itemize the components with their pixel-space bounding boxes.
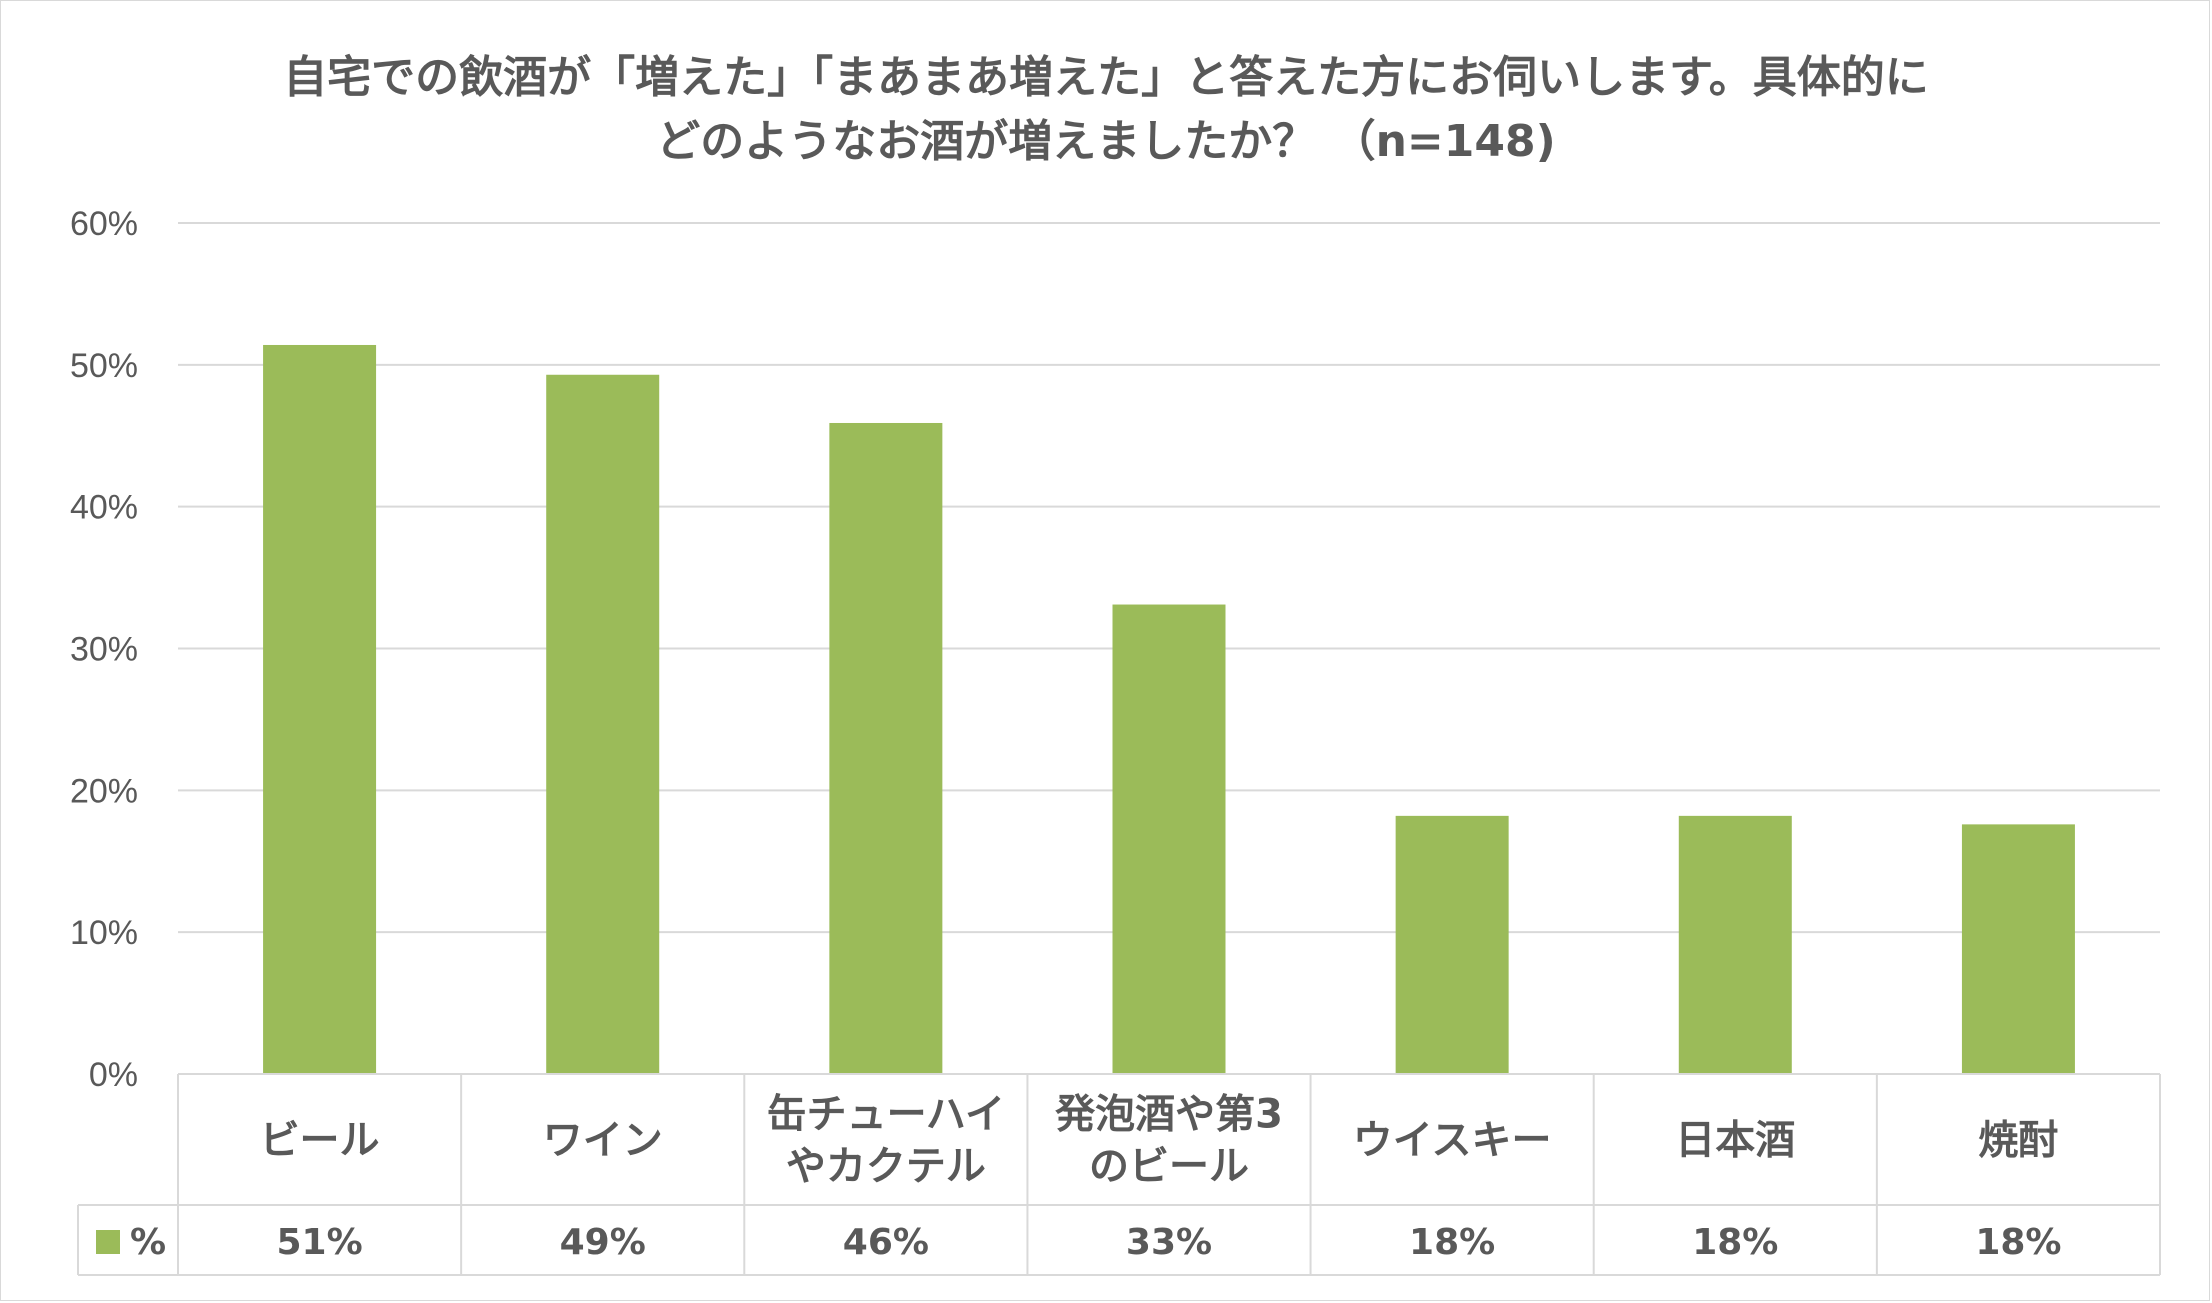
category-label: やカクテル bbox=[786, 1144, 986, 1190]
data-label: 18% bbox=[1409, 1222, 1495, 1263]
y-tick-label: 50% bbox=[70, 347, 138, 385]
y-tick-label: 40% bbox=[70, 489, 138, 527]
bar bbox=[1961, 824, 2075, 1074]
bar bbox=[546, 374, 660, 1074]
data-label: 46% bbox=[843, 1222, 929, 1263]
category-label: 日本酒 bbox=[1675, 1118, 1795, 1164]
category-label: のビール bbox=[1089, 1144, 1249, 1190]
y-tick-label: 0% bbox=[89, 1056, 138, 1094]
category-label: ウイスキー bbox=[1353, 1118, 1552, 1164]
category-label: ワイン bbox=[543, 1118, 663, 1164]
legend-label: % bbox=[130, 1222, 166, 1263]
data-label: 33% bbox=[1126, 1222, 1212, 1263]
legend-swatch bbox=[96, 1230, 120, 1254]
chart-title-line-2: どのようなお酒が増えましたか？ （n=148) bbox=[656, 116, 1556, 167]
bar bbox=[1112, 604, 1226, 1074]
data-label: 18% bbox=[1692, 1222, 1778, 1263]
y-tick-label: 30% bbox=[70, 631, 138, 669]
data-label: 51% bbox=[276, 1222, 362, 1263]
y-tick-label: 60% bbox=[70, 205, 138, 243]
bar bbox=[1678, 815, 1792, 1074]
data-label: 49% bbox=[560, 1222, 646, 1263]
category-label: 発泡酒や第3 bbox=[1055, 1092, 1283, 1138]
data-label: 18% bbox=[1975, 1222, 2061, 1263]
chart-title: 自宅での飲酒が「増えた」「まあまあ増えた」と答えた方にお伺いします。具体的に ど… bbox=[0, 46, 2212, 174]
category-label: ビール bbox=[260, 1118, 380, 1164]
bar bbox=[1395, 815, 1509, 1074]
y-tick-label: 10% bbox=[70, 914, 138, 952]
bar bbox=[263, 344, 377, 1074]
category-label: 焼酎 bbox=[1978, 1118, 2058, 1164]
bar bbox=[829, 422, 943, 1074]
y-tick-label: 20% bbox=[70, 772, 138, 810]
chart-title-line-1: 自宅での飲酒が「増えた」「まあまあ増えた」と答えた方にお伺いします。具体的に bbox=[283, 52, 1929, 103]
category-label: 缶チューハイ bbox=[767, 1092, 1005, 1138]
